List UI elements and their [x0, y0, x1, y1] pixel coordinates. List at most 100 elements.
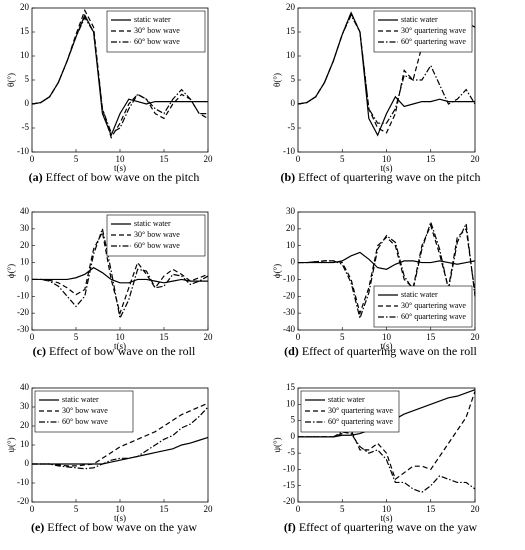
y-tick-label: -10 — [17, 290, 29, 300]
x-axis-label: t(s) — [114, 163, 126, 173]
caption: (f) Effect of quartering wave on the yaw — [284, 520, 478, 534]
x-tick-label: 20 — [471, 154, 481, 164]
x-axis-label: t(s) — [381, 341, 393, 351]
caption: (a) Effect of bow wave on the pitch — [29, 170, 200, 184]
y-axis-label: θ(°) — [272, 73, 282, 87]
x-tick-label: 0 — [296, 332, 301, 342]
caption-label: (c) — [33, 344, 46, 358]
y-axis-label: ϕ(°) — [272, 264, 282, 278]
x-tick-label: 15 — [426, 332, 436, 342]
x-tick-label: 0 — [296, 504, 301, 514]
y-tick-label: 20 — [20, 420, 30, 430]
y-axis-label: ψ(°) — [272, 437, 282, 452]
series-line — [32, 226, 209, 321]
x-tick-label: 15 — [160, 504, 170, 514]
caption-text: Effect of bow wave on the yaw — [47, 520, 197, 534]
caption: (e) Effect of bow wave on the yaw — [31, 520, 197, 534]
series-line — [32, 230, 209, 316]
y-tick-label: -30 — [283, 307, 295, 317]
series-line — [298, 223, 476, 316]
y-tick-label: 20 — [20, 240, 30, 250]
caption-label: (b) — [280, 170, 295, 184]
caption-label: (a) — [29, 170, 43, 184]
x-tick-label: 10 — [116, 332, 126, 342]
series-line — [32, 436, 209, 465]
series-line — [298, 431, 476, 493]
legend-label: 30° quartering wave — [401, 301, 466, 310]
legend-label: 30° quartering wave — [328, 406, 393, 415]
y-tick-label: -10 — [17, 477, 29, 487]
y-axis-label: ϕ(°) — [6, 264, 16, 278]
x-tick-label: 5 — [74, 332, 79, 342]
y-tick-label: 30 — [286, 206, 296, 216]
legend-label: 60° bow wave — [62, 417, 108, 426]
x-tick-label: 10 — [382, 332, 392, 342]
caption-text: Effect of quartering wave on the roll — [302, 344, 478, 358]
x-tick-label: 15 — [426, 154, 436, 164]
x-tick-label: 15 — [160, 332, 170, 342]
y-tick-label: 20 — [20, 2, 30, 12]
caption: (d) Effect of quartering wave on the rol… — [284, 344, 477, 358]
y-tick-label: 10 — [286, 240, 296, 250]
x-axis-label: t(s) — [114, 341, 126, 351]
caption-text: Effect of quartering wave on the pitch — [298, 170, 480, 184]
x-tick-label: 5 — [340, 504, 345, 514]
y-tick-label: 30 — [20, 401, 30, 411]
caption-label: (d) — [284, 344, 299, 358]
legend-label: static water — [134, 15, 171, 24]
y-tick-label: 10 — [20, 257, 30, 267]
legend-label: static water — [62, 395, 99, 404]
x-tick-label: 15 — [426, 504, 436, 514]
x-axis-label: t(s) — [114, 513, 126, 523]
y-tick-label: -5 — [22, 122, 30, 132]
y-tick-label: -10 — [17, 146, 29, 156]
panel: -10 -5 0 5 10 15 20 0 5 10 15 20 t(s) θ(°) static wate… — [272, 2, 480, 184]
legend-label: static water — [134, 219, 171, 228]
series-line — [297, 13, 476, 124]
legend-label: 30° bow wave — [134, 230, 180, 239]
legend-label: 30° bow wave — [134, 26, 180, 35]
y-tick-label: 0 — [291, 257, 296, 267]
x-tick-label: 5 — [340, 332, 345, 342]
legend-label: 60° quartering wave — [401, 312, 466, 321]
y-tick-label: -40 — [283, 324, 295, 334]
y-tick-label: 15 — [286, 382, 296, 392]
legend-label: 60° quartering wave — [328, 417, 393, 426]
panel: -20 -10 0 10 20 30 40 0 5 10 15 20 t(s) ψ(°) static wa… — [6, 382, 213, 534]
legend-label: 60° bow wave — [134, 37, 180, 46]
y-tick-label: -10 — [283, 146, 295, 156]
x-tick-label: 0 — [30, 504, 35, 514]
caption: (c) Effect of bow wave on the roll — [33, 344, 196, 358]
legend-label: 60° quartering wave — [401, 37, 466, 46]
legend-label: static water — [328, 395, 365, 404]
caption-text: Effect of quartering wave on the yaw — [299, 520, 478, 534]
y-tick-label: -10 — [283, 463, 295, 473]
x-axis-label: t(s) — [381, 163, 393, 173]
x-tick-label: 20 — [471, 332, 481, 342]
y-tick-label: 0 — [25, 98, 30, 108]
y-tick-label: 10 — [20, 50, 30, 60]
series-line — [32, 266, 208, 284]
y-tick-label: 40 — [20, 382, 30, 392]
x-tick-label: 5 — [74, 154, 79, 164]
caption: (b) Effect of quartering wave on the pit… — [280, 170, 480, 184]
y-tick-label: 0 — [291, 431, 296, 441]
legend-label: 30° bow wave — [62, 406, 108, 415]
x-tick-label: 20 — [471, 504, 481, 514]
y-tick-label: 5 — [291, 415, 296, 425]
y-tick-label: 15 — [286, 26, 296, 36]
x-tick-label: 5 — [340, 154, 345, 164]
series-line — [298, 391, 476, 481]
y-tick-label: -5 — [288, 122, 296, 132]
x-tick-label: 10 — [116, 504, 126, 514]
panel: -40 -30 -20 -10 0 10 20 30 0 5 10 15 20 t(s) ϕ(°) stati… — [272, 206, 480, 358]
series-line — [297, 11, 476, 134]
x-tick-label: 10 — [382, 154, 392, 164]
caption-text: Effect of bow wave on the pitch — [46, 170, 200, 184]
legend-label: 60° bow wave — [134, 241, 180, 250]
y-axis-label: θ(°) — [6, 73, 16, 87]
caption-text: Effect of bow wave on the roll — [49, 344, 196, 358]
x-axis-label: t(s) — [381, 513, 393, 523]
y-tick-label: 5 — [291, 74, 296, 84]
